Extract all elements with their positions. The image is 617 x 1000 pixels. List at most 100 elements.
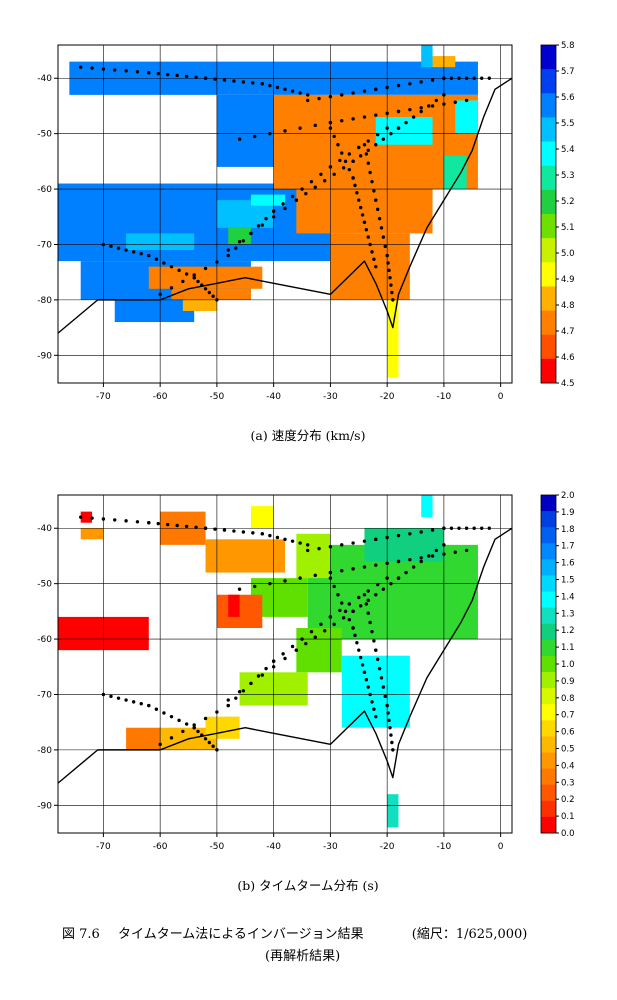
station-dot [404,570,408,575]
heatmap-cell-9 [228,227,251,245]
station-dot [237,240,242,244]
station-dot [430,78,435,82]
station-dot [271,209,276,213]
station-dot [385,561,389,566]
station-dot [213,77,217,81]
station-dot [211,294,215,298]
colorbar-swatch-7 [541,704,556,721]
colorbar-swatch-4 [541,752,556,770]
station-dot [368,170,372,175]
station-dot [253,584,257,589]
station-dot [268,533,272,538]
station-dot [464,548,469,553]
station-dot [251,81,255,85]
station-dot [249,681,253,686]
colorbar-label-7: 5.1 [561,223,575,233]
station-dot [442,76,446,80]
colorbar-label-0: 5.8 [561,41,575,51]
figure-caption: 図 7.6 タイムターム法によるインバージョン結果 (縮尺：1/625,000) [62,923,527,942]
x-tick-label-3: -40 [266,842,281,852]
station-dot [222,528,227,532]
station-dot [313,123,317,128]
station-dot [328,165,333,169]
station-dot [442,526,446,530]
station-dot [347,167,352,172]
station-dot [175,73,179,78]
colorbar-swatch-12 [541,69,556,94]
heatmap-cell-13 [205,716,240,739]
station-dot [385,703,389,708]
station-dot [169,264,174,269]
station-dot [351,626,355,630]
station-dot [351,91,355,95]
station-dot [317,96,321,101]
station-dot [90,66,94,70]
station-dot [162,261,166,265]
station-dot [264,666,268,671]
station-dot [260,532,264,536]
station-dot [203,266,208,271]
station-dot [124,519,128,523]
station-dot [166,522,170,527]
station-dot [300,187,304,191]
station-dot [264,216,268,221]
station-dot [472,76,476,80]
station-dot [260,673,264,677]
station-dot [184,524,189,529]
colorbar-label-15: 0.5 [561,745,575,755]
station-dot [487,76,491,80]
station-dot [147,521,151,525]
station-dot [226,253,230,258]
heatmap-cell-17 [443,155,467,190]
station-dot [256,674,261,678]
station-dot [113,68,117,72]
x-tick-label-7: 0 [498,842,504,852]
station-dot [353,183,357,188]
y-tick-label-5: -90 [37,801,52,811]
station-dot [194,75,198,80]
station-dot [386,261,390,265]
station-dot [177,268,181,273]
station-dot [237,587,242,591]
heatmap-cell-19 [387,794,399,828]
station-dot [124,698,128,702]
y-tick-label-1: -50 [37,580,52,590]
station-dot [124,69,128,73]
station-dot [154,257,159,261]
station-dot [300,637,304,641]
station-dot [332,622,336,626]
station-dot [304,191,308,196]
station-dot [374,714,378,719]
station-dot [381,587,386,591]
station-dot [340,569,344,573]
station-dot [131,250,136,254]
colorbar-label-4: 1.6 [561,559,575,569]
heatmap-cell-14 [171,288,251,300]
station-dot [241,80,246,84]
colorbar-swatch-9 [541,141,556,167]
station-dot [442,93,446,97]
station-dot [332,134,336,139]
station-dot [388,276,392,280]
station-dot [79,515,83,519]
colorbar-label-14: 0.6 [561,728,575,738]
station-dot [396,559,401,564]
station-dot [366,139,370,143]
station-dot [319,172,323,176]
station-dot [370,700,374,704]
station-dot [358,655,363,660]
station-dot [353,633,357,638]
station-dot [306,543,310,547]
station-dot [328,95,333,99]
station-dot [283,579,287,583]
station-dot [162,711,166,715]
station-dot [283,87,287,92]
station-dot [298,541,302,545]
panel-b-cells [58,495,478,828]
colorbar-label-3: 1.7 [561,542,575,552]
panel-b-overlay [58,495,512,833]
colorbar-label-10: 1.0 [561,660,575,670]
station-dot [101,517,106,521]
station-dot [113,518,117,522]
station-dot [374,143,378,147]
